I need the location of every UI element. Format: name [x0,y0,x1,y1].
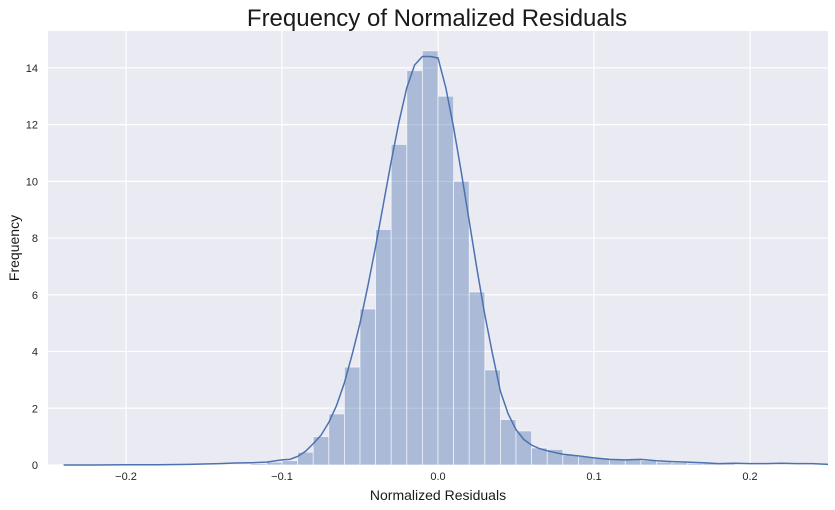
y-tick-label: 4 [32,347,38,359]
histogram-bar [421,50,439,466]
x-tick-labels: −0.2 −0.1 0.0 0.1 0.2 [115,471,758,483]
y-axis-label: Frequency [6,215,22,281]
x-tick-label: 0.1 [586,471,601,483]
histogram-bar [453,180,470,466]
y-tick-label: 12 [26,120,38,132]
histogram-bar [406,70,423,466]
histogram-bar [343,366,361,466]
x-tick-label: −0.2 [115,471,137,483]
histogram-bar [281,460,299,466]
histogram-bar [562,454,579,466]
histogram-bar [671,462,689,466]
x-tick-label: −0.1 [271,471,293,483]
histogram-bar [390,144,408,466]
y-tick-label: 6 [32,290,38,302]
histogram-bar [515,430,533,466]
kde-line [63,55,829,466]
histogram-bar [687,462,704,466]
y-tick-label: 14 [26,63,38,75]
histogram-bar [437,95,455,466]
histogram-bar [265,461,283,466]
y-tick-labels: 0 2 4 6 8 10 12 14 [26,63,38,472]
x-tick-label: 0.2 [742,471,757,483]
chart-title: Frequency of Normalized Residuals [247,5,627,32]
histogram-bar [328,413,345,466]
histogram-bars [250,50,735,466]
histogram-bar [468,291,486,466]
y-tick-label: 10 [26,176,38,188]
histogram-bar [656,461,673,466]
histogram-bar [359,308,376,466]
y-tick-label: 8 [32,233,38,245]
histogram-bar [250,463,267,466]
x-axis-label: Normalized Residuals [370,487,506,503]
y-tick-label: 2 [32,403,38,415]
histogram-bar [484,369,501,466]
histogram-bar [375,229,392,466]
histogram-bar [640,460,657,466]
x-tick-label: 0.0 [430,471,445,483]
y-tick-label: 0 [32,460,38,472]
